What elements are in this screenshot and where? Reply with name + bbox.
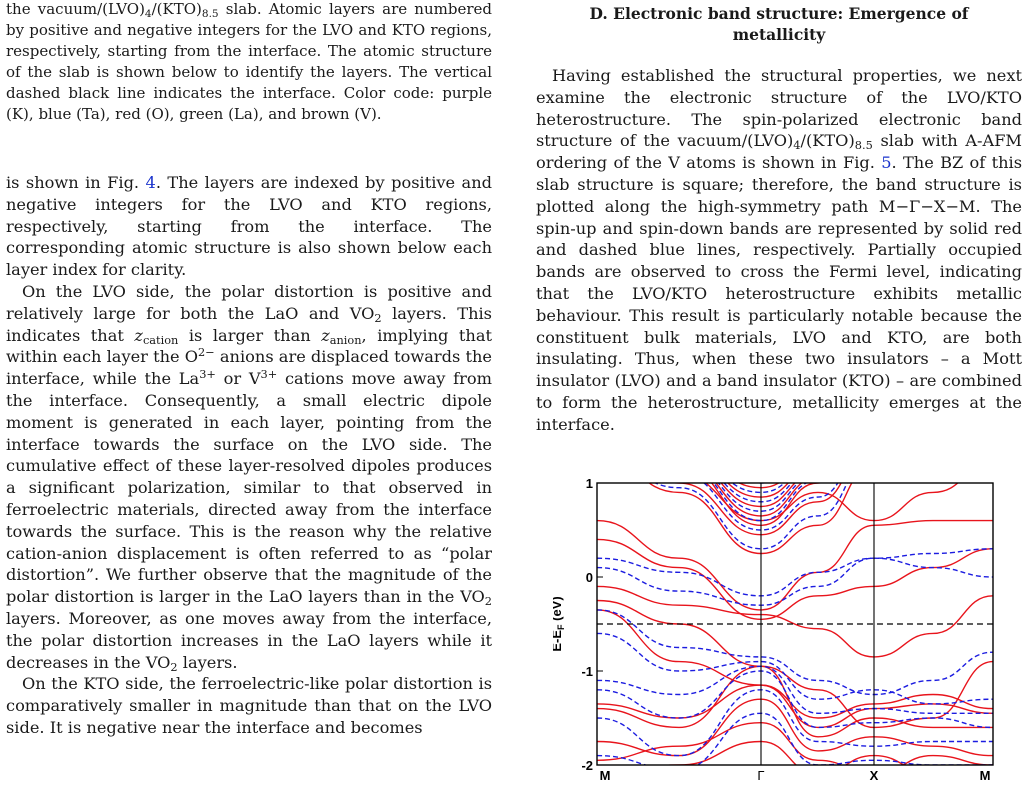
spin-up-band — [597, 609, 993, 719]
kpoint-label: M — [600, 768, 611, 783]
spin-down-band — [597, 609, 993, 696]
paragraph-lvo-side: On the LVO side, the polar distortion is… — [6, 281, 492, 674]
spin-up-band — [704, 483, 959, 522]
right-column: D. Electronic band structure: Emergence … — [536, 0, 1022, 436]
spin-up-band — [597, 665, 993, 738]
kpoint-label: Γ — [757, 768, 764, 783]
spin-down-band — [597, 557, 993, 606]
left-column: the vacuum/(LVO)4/(KTO)8.5 slab. Atomic … — [6, 0, 492, 739]
y-tick-label: 1 — [586, 476, 593, 491]
spin-up-band — [648, 483, 853, 555]
spin-up-band — [597, 519, 993, 611]
spin-down-band — [597, 548, 993, 597]
paragraph-fig4-reference: is shown in Fig. 4. The layers are index… — [6, 173, 492, 280]
spin-up-band — [710, 483, 822, 527]
spin-up-band — [597, 684, 993, 729]
y-tick-label: -1 — [581, 664, 593, 679]
spin-down-band — [654, 483, 848, 550]
spin-down-band — [597, 670, 993, 729]
figure-5-band-structure: 1 0 -1 -2 E-EF (eV) M Γ X M — [549, 474, 1003, 792]
kpoint-label: M — [980, 768, 991, 783]
figure-4-caption-continuation: the vacuum/(LVO)4/(KTO)8.5 slab. Atomic … — [6, 0, 492, 123]
y-tick-label: -2 — [581, 758, 593, 773]
spin-down-band — [752, 483, 769, 484]
paragraph-kto-side: On the KTO side, the ferroelectric-like … — [6, 674, 492, 737]
spin-down-band — [597, 665, 993, 715]
spin-up-band — [597, 585, 993, 658]
spin-up-band — [597, 721, 993, 765]
spin-up-band — [670, 483, 842, 536]
plot-frame — [596, 482, 994, 766]
y-tick-label: 0 — [586, 570, 593, 585]
spin-up-band — [715, 483, 803, 517]
spin-down-band — [597, 632, 993, 705]
spin-down-band — [597, 689, 993, 757]
kpoint-label: X — [870, 768, 879, 783]
spin-down-band — [702, 483, 839, 531]
section-heading: D. Electronic band structure: Emergence … — [589, 4, 969, 44]
band-structure-plot: 1 0 -1 -2 E-EF (eV) M Γ X M — [549, 476, 994, 783]
y-axis-label: E-EF (eV) — [553, 596, 566, 651]
paragraph-band-structure: Having established the structural proper… — [536, 66, 1023, 434]
